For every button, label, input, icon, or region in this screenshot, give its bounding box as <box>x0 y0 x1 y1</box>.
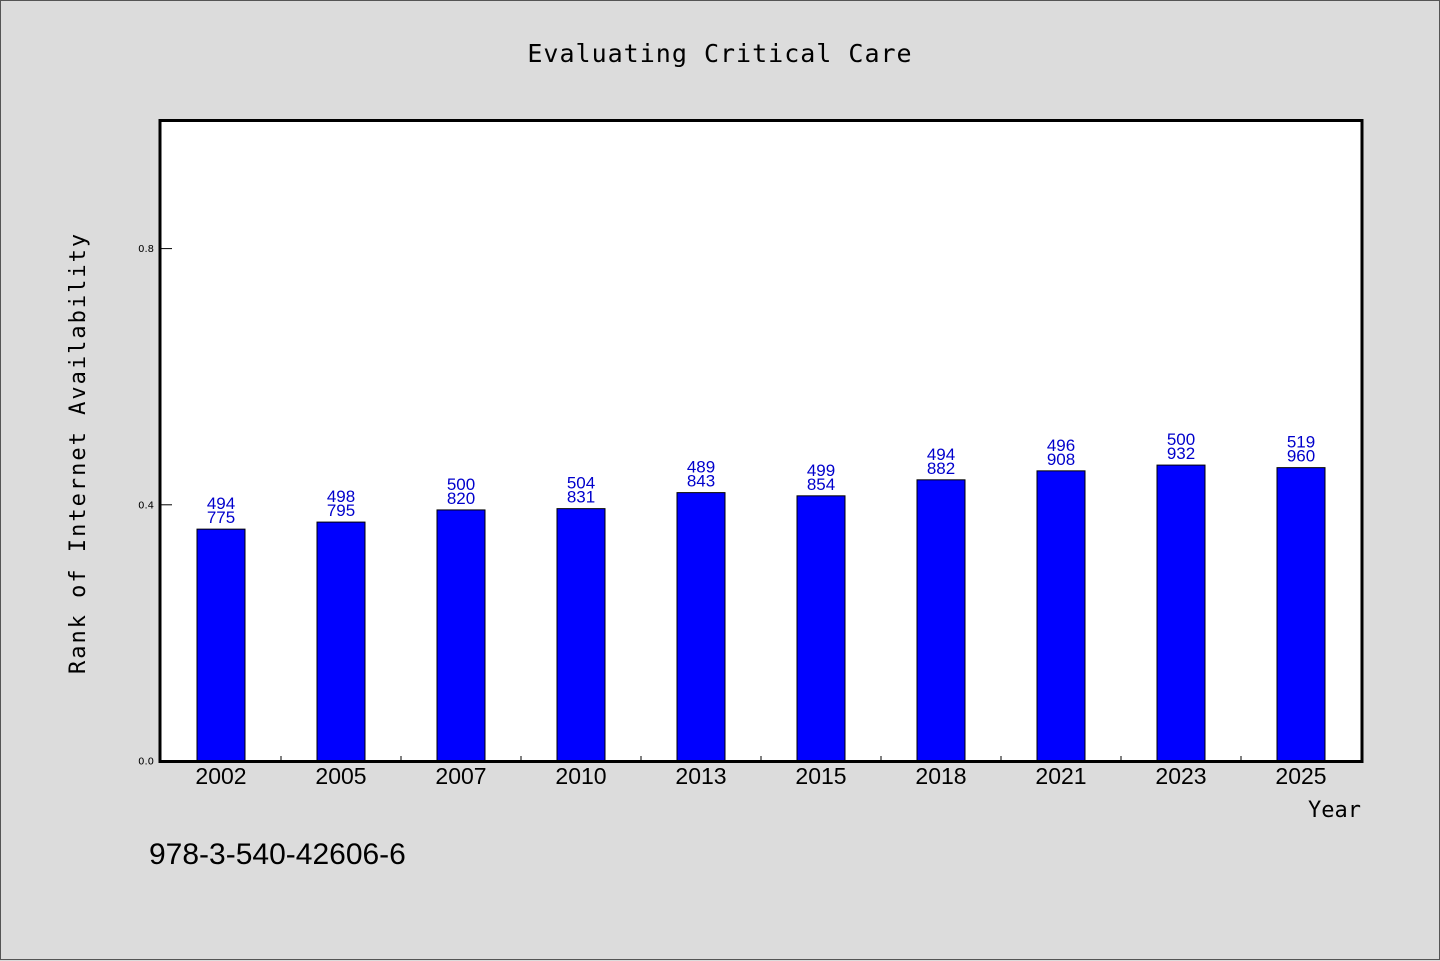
data-label-bottom-2015: 854 <box>807 475 835 494</box>
data-label-bottom-2005: 795 <box>327 501 355 520</box>
bar-2018 <box>916 479 966 762</box>
data-label-bottom-2002: 775 <box>207 508 235 527</box>
isbn-text: 978-3-540-42606-6 <box>149 838 406 871</box>
data-label-bottom-2023: 932 <box>1167 444 1195 463</box>
data-label-top-2021: 496 <box>1047 436 1075 455</box>
bar-2010 <box>556 508 606 762</box>
plot-border <box>158 119 1364 763</box>
bar-2013 <box>676 492 726 762</box>
x-axis-label: Year <box>1308 798 1361 823</box>
x-tick-label-2015: 2015 <box>795 763 846 789</box>
y-tick-label-0.4: 0.4 <box>138 500 154 511</box>
bar-2021 <box>1036 470 1086 762</box>
x-tick-label-2010: 2010 <box>555 763 606 789</box>
x-tick-label-2013: 2013 <box>675 763 726 789</box>
x-tick-label-2023: 2023 <box>1155 763 1206 789</box>
bar-2023 <box>1156 464 1206 762</box>
data-label-top-2023: 500 <box>1167 430 1195 449</box>
data-label-bottom-2018: 882 <box>927 459 955 478</box>
data-label-bottom-2013: 843 <box>687 472 715 491</box>
x-ticks-group: 2002 2005 2007 2010 2013 2015 2018 2021 2023 2025 <box>195 756 1327 789</box>
bar-2015 <box>796 495 846 762</box>
x-tick-label-2021: 2021 <box>1035 763 1086 789</box>
bar-2002 <box>196 528 246 762</box>
x-tick-label-2025: 2025 <box>1275 763 1326 789</box>
x-tick-label-2007: 2007 <box>435 763 486 789</box>
data-label-top-2007: 500 <box>447 475 475 494</box>
bar-2007 <box>436 509 486 762</box>
y-axis-label: Rank of Internet Availability <box>66 232 91 674</box>
bar-2005 <box>316 521 366 762</box>
data-label-bottom-2025: 960 <box>1287 447 1315 466</box>
data-label-top-2005: 498 <box>327 487 355 506</box>
x-tick-label-2005: 2005 <box>315 763 366 789</box>
data-label-top-2013: 489 <box>687 458 715 477</box>
data-label-bottom-2010: 831 <box>567 488 595 507</box>
chart-title: Evaluating Critical Care <box>527 39 912 68</box>
data-label-top-2002: 494 <box>207 494 235 513</box>
x-tick-label-2018: 2018 <box>915 763 966 789</box>
data-labels-group: 4947754987955008205048314898434998544948… <box>207 430 1315 527</box>
y-tick-label-0.0: 0.0 <box>138 757 154 768</box>
data-label-bottom-2007: 820 <box>447 489 475 508</box>
x-tick-label-2002: 2002 <box>195 763 246 789</box>
data-label-top-2015: 499 <box>807 461 835 480</box>
bar-2025 <box>1276 467 1326 762</box>
data-label-top-2010: 504 <box>567 474 595 493</box>
data-label-bottom-2021: 908 <box>1047 450 1075 469</box>
y-tick-label-0.8: 0.8 <box>138 244 154 255</box>
data-label-top-2025: 519 <box>1287 433 1315 452</box>
bars-group <box>196 464 1326 762</box>
data-label-top-2018: 494 <box>927 445 955 464</box>
